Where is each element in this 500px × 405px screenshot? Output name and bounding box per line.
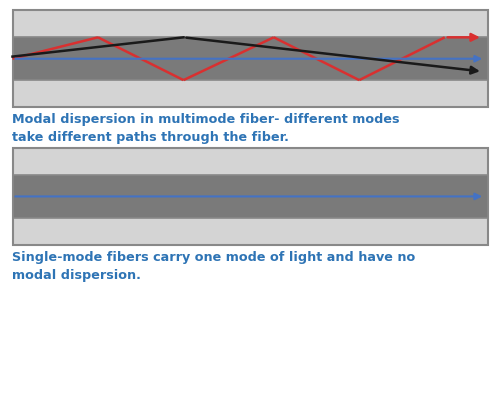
Text: Single-mode fibers carry one mode of light and have no
modal dispersion.: Single-mode fibers carry one mode of lig… [12,251,416,282]
Bar [12,37,488,80]
Text: Modal dispersion in multimode fiber- different modes
take different paths throug: Modal dispersion in multimode fiber- dif… [12,113,400,145]
Bar [12,175,488,218]
Bar [12,10,488,107]
Bar [12,148,488,245]
